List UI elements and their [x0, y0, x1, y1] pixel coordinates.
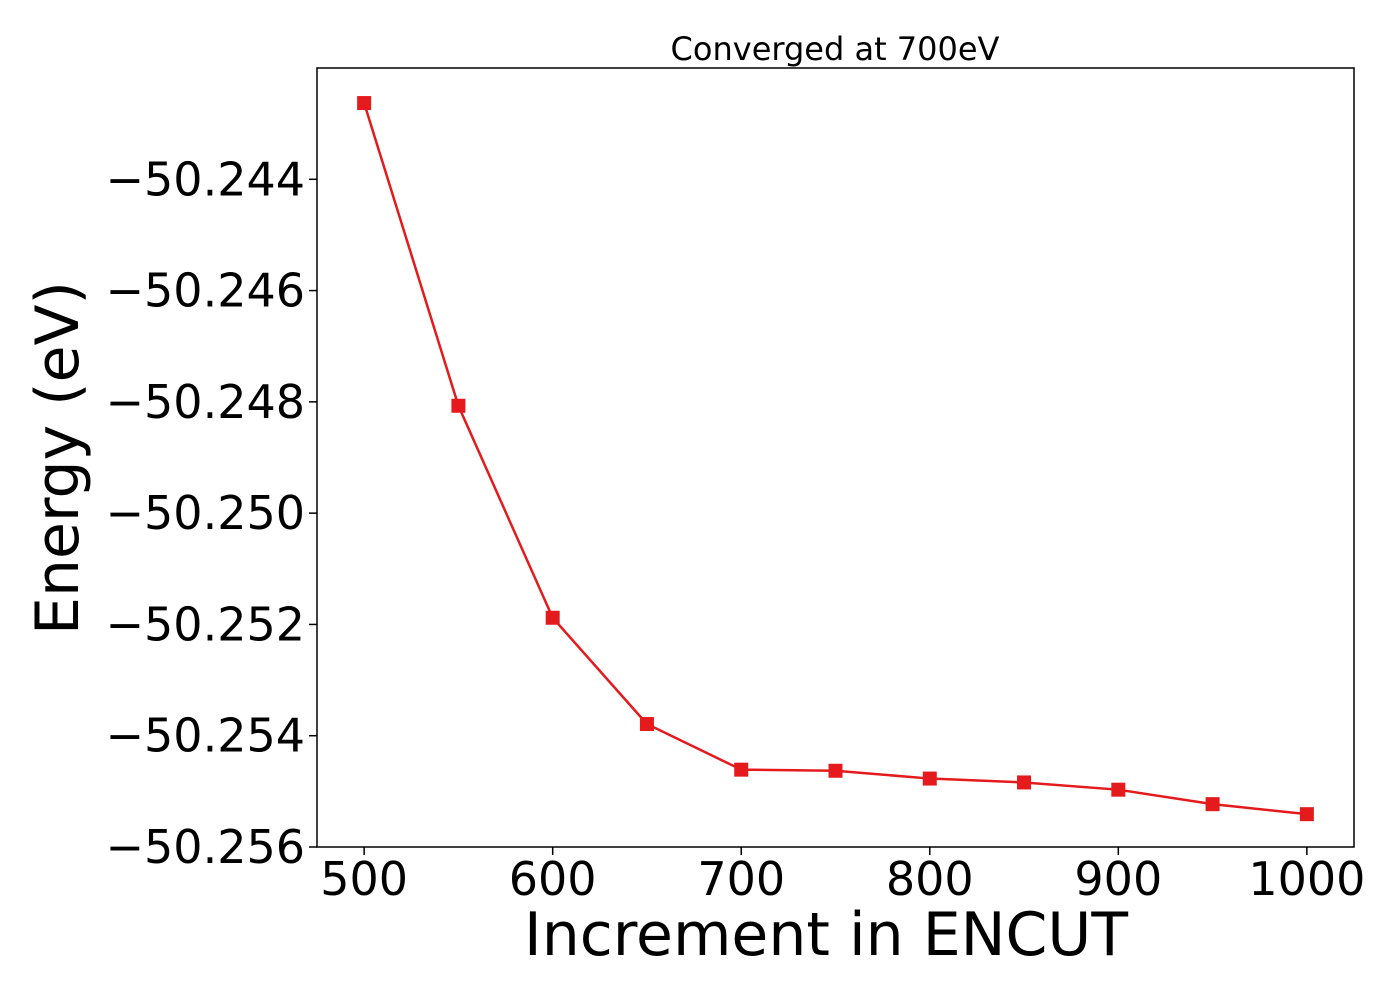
- data-point-650: [639, 717, 654, 732]
- x-axis-ticks: 500 600 700 800 900 1000: [320, 847, 1365, 906]
- data-point-600: [545, 610, 560, 625]
- data-point-1000: [1299, 807, 1314, 822]
- data-point-850: [1017, 775, 1032, 790]
- y-tick-label: −50.254: [106, 709, 306, 763]
- data-point-950: [1205, 797, 1220, 812]
- chart-title: Converged at 700eV: [671, 30, 1000, 68]
- y-axis-label: Energy (eV): [23, 281, 93, 635]
- y-tick-label: −50.248: [106, 375, 306, 429]
- y-tick-label: −50.252: [106, 597, 306, 651]
- y-axis-ticks: −50.256 −50.254 −50.252 −50.250 −50.248 −50.2…: [106, 152, 317, 874]
- plot-frame: [316, 67, 1355, 848]
- energy-series-line: [362, 102, 1307, 816]
- y-tick-label: −50.246: [106, 264, 306, 318]
- data-point-900: [1111, 782, 1126, 797]
- x-tick-label: 900: [1074, 852, 1162, 906]
- x-axis-label: Increment in ENCUT: [524, 900, 1128, 970]
- x-tick-label: 800: [886, 852, 974, 906]
- energy-series-markers: [357, 96, 1314, 822]
- y-tick-label: −50.250: [106, 486, 306, 540]
- data-point-700: [734, 762, 749, 777]
- x-tick-label: 1000: [1248, 852, 1365, 906]
- x-tick-label: 600: [509, 852, 597, 906]
- y-tick-label: −50.256: [106, 820, 306, 874]
- data-point-750: [828, 763, 843, 778]
- x-tick-label: 500: [320, 852, 408, 906]
- y-tick-label: −50.244: [106, 152, 306, 206]
- data-point-500: [357, 96, 372, 111]
- data-point-550: [451, 398, 466, 413]
- data-point-800: [922, 771, 937, 786]
- x-tick-label: 700: [697, 852, 785, 906]
